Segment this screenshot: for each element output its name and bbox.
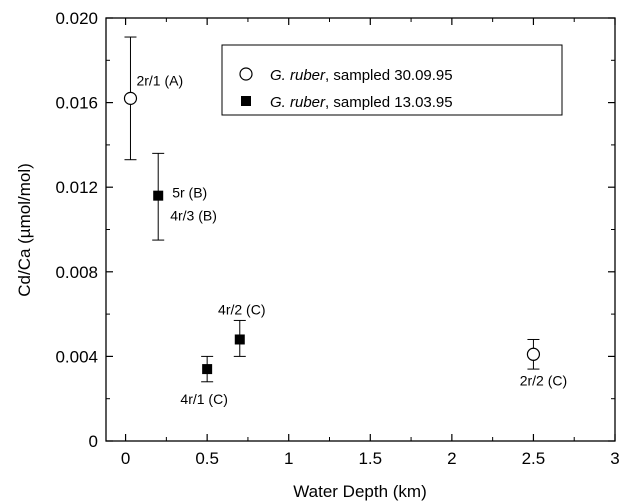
x-tick-label: 1 [284, 449, 293, 468]
point-label: 4r/1 (C) [180, 391, 227, 407]
y-tick-label: 0 [89, 432, 98, 451]
y-tick-label: 0.016 [55, 94, 98, 113]
data-point-filled-square [234, 334, 245, 345]
x-tick-label: 0.5 [195, 449, 219, 468]
data-point-open-circle [526, 347, 541, 361]
x-tick-label: 3 [610, 449, 619, 468]
x-tick-label: 0 [121, 449, 130, 468]
data-points [123, 36, 541, 383]
legend-marker-filled-square [241, 96, 251, 106]
point-label: 5r (B) [172, 185, 207, 201]
data-point-filled-square [202, 364, 213, 375]
y-tick-label: 0.004 [55, 347, 98, 366]
x-axis: 0 0.5 1 1.5 2 2.5 3 [121, 18, 620, 468]
y-axis: 0 0.004 0.008 0.012 0.016 0.020 [55, 9, 615, 451]
point-annotations: 2r/1 (A) 5r (B) 4r/3 (B) 4r/1 (C) 4r/2 (C) 2r… [136, 72, 567, 407]
y-tick-label: 0.012 [55, 178, 98, 197]
x-tick-label: 1.5 [358, 449, 382, 468]
legend-label-date: , sampled 13.03.95 [325, 94, 453, 111]
legend-label-species: G. ruber [270, 94, 326, 111]
legend-marker-open-circle [239, 67, 253, 81]
point-label: 4r/2 (C) [218, 301, 265, 317]
legend: G. ruber, sampled 30.09.95G. ruber, samp… [221, 44, 563, 116]
x-tick-label: 2.5 [522, 449, 546, 468]
x-axis-title: Water Depth (km) [293, 482, 427, 501]
y-tick-label: 0.020 [55, 9, 98, 28]
data-point-filled-square [153, 190, 164, 201]
data-point-open-circle [123, 91, 138, 105]
x-tick-label: 2 [447, 449, 456, 468]
point-label: 2r/1 (A) [136, 72, 183, 88]
point-label: 2r/2 (C) [520, 372, 567, 388]
legend-label-species: G. ruber [270, 67, 326, 84]
legend-label: G. ruber, sampled 13.03.95 [270, 94, 453, 111]
legend-box [221, 44, 563, 116]
y-axis-title: Cd/Ca (µmol/mol) [15, 163, 34, 297]
legend-label: G. ruber, sampled 30.09.95 [270, 67, 453, 84]
legend-label-date: , sampled 30.09.95 [325, 67, 453, 84]
y-tick-label: 0.008 [55, 263, 98, 282]
point-label: 4r/3 (B) [170, 208, 217, 224]
